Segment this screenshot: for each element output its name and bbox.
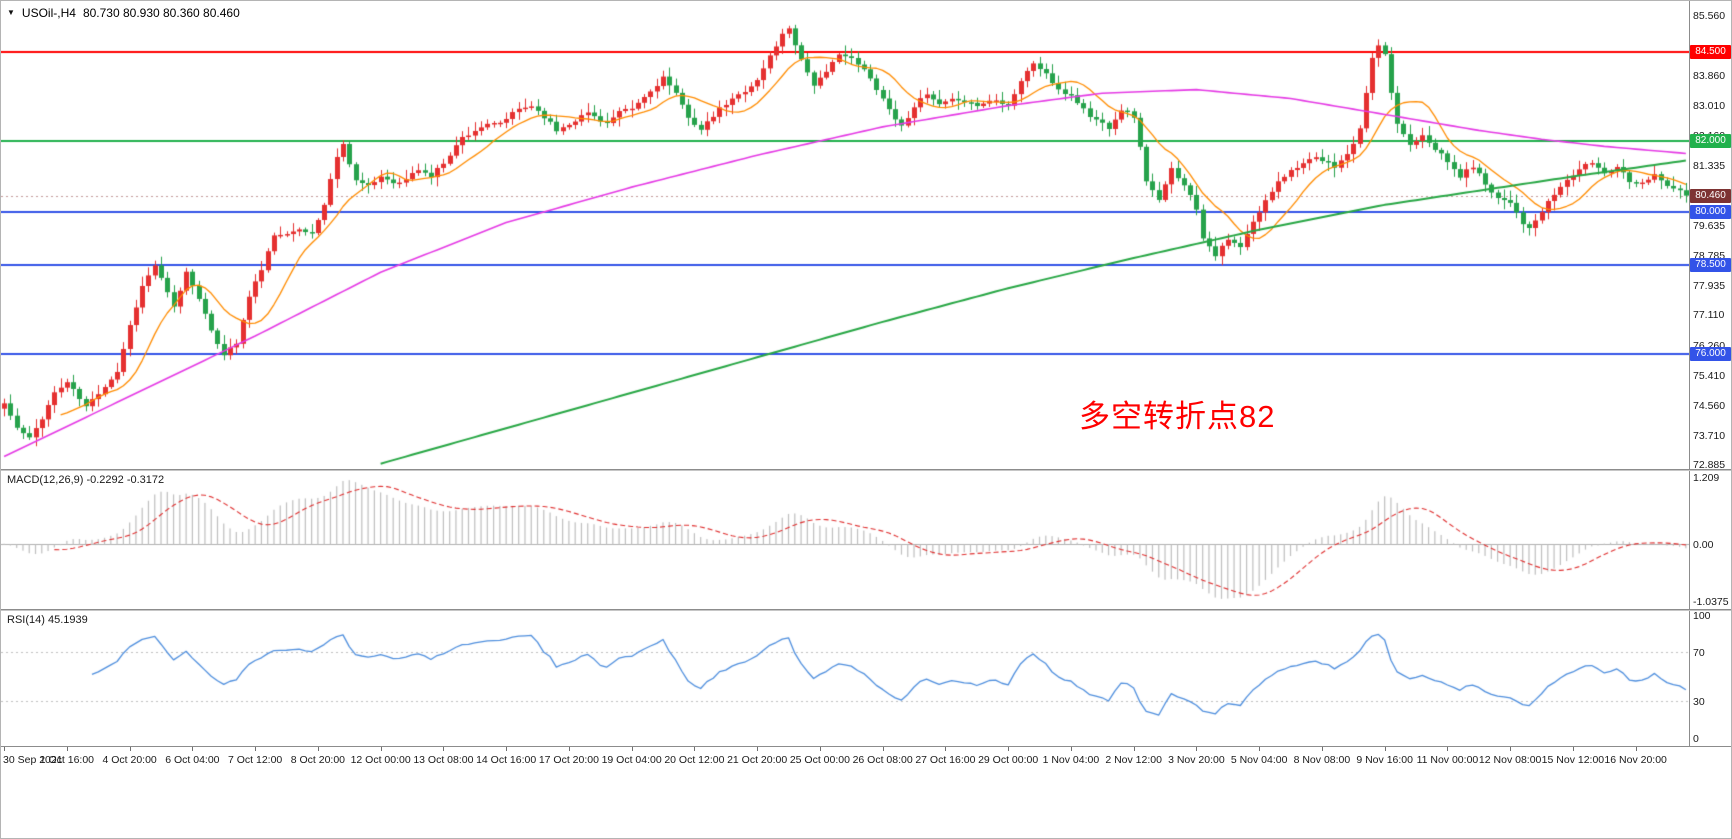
price-axis-label: 75.410 bbox=[1693, 369, 1726, 382]
time-axis-tick bbox=[4, 747, 5, 751]
time-axis-tick bbox=[757, 747, 758, 751]
time-axis-label: 7 Oct 12:00 bbox=[227, 754, 283, 766]
symbol-timeframe-label: USOil-,H4 bbox=[21, 6, 76, 20]
price-axis[interactable]: 85.56083.86083.01082.16081.33579.63578.7… bbox=[1689, 1, 1731, 472]
macd-chart-canvas[interactable] bbox=[1, 471, 1689, 609]
panel-splitter[interactable] bbox=[1, 609, 1731, 611]
price-level-badge: 80.000 bbox=[1690, 204, 1731, 219]
price-axis-label: 83.010 bbox=[1693, 100, 1726, 113]
time-axis-label: 13 Oct 08:00 bbox=[413, 754, 474, 766]
time-axis-tick bbox=[130, 747, 131, 751]
price-chart-canvas[interactable] bbox=[1, 1, 1689, 469]
macd-indicator-label: MACD(12,26,9) -0.2292 -0.3172 bbox=[7, 474, 165, 486]
time-axis-label: 1 Oct 16:00 bbox=[39, 754, 95, 766]
time-axis-tick bbox=[443, 747, 444, 751]
time-axis-label: 16 Nov 20:00 bbox=[1604, 754, 1667, 766]
price-axis-label: 77.935 bbox=[1693, 280, 1726, 293]
price-level-badge: 84.500 bbox=[1690, 45, 1731, 60]
price-axis-label: 73.710 bbox=[1693, 429, 1726, 442]
time-axis-tick bbox=[883, 747, 884, 751]
rsi-axis-label: 0 bbox=[1693, 733, 1699, 745]
price-axis-label: 83.860 bbox=[1693, 70, 1726, 83]
time-axis-tick bbox=[1196, 747, 1197, 751]
time-axis-label: 4 Oct 20:00 bbox=[102, 754, 157, 766]
time-axis-tick bbox=[569, 747, 570, 751]
ohlc-values: 80.730 80.930 80.360 80.460 bbox=[82, 6, 240, 20]
time-axis-label: 6 Oct 04:00 bbox=[165, 754, 220, 766]
time-axis-tick bbox=[192, 747, 193, 751]
time-axis-tick bbox=[1573, 747, 1574, 751]
time-axis-tick bbox=[381, 747, 382, 751]
time-axis-label: 14 Oct 16:00 bbox=[476, 754, 537, 766]
rsi-axis[interactable]: 100 70 30 0 bbox=[1689, 610, 1731, 746]
price-axis-label: 81.335 bbox=[1693, 159, 1726, 172]
time-axis-label: 12 Oct 00:00 bbox=[350, 754, 411, 766]
time-axis-tick bbox=[1510, 747, 1511, 751]
time-axis-tick bbox=[945, 747, 946, 751]
rsi-axis-label: 30 bbox=[1693, 696, 1705, 709]
time-axis-label: 21 Oct 20:00 bbox=[727, 754, 788, 766]
time-axis-label: 26 Oct 08:00 bbox=[852, 754, 913, 766]
time-axis-tick bbox=[694, 747, 695, 751]
time-axis-label: 25 Oct 00:00 bbox=[789, 754, 850, 766]
rsi-axis-label: 70 bbox=[1693, 646, 1705, 659]
time-axis-label: 9 Nov 16:00 bbox=[1356, 754, 1413, 766]
macd-axis-label: -1.0375 bbox=[1693, 596, 1729, 608]
time-axis-label: 8 Oct 20:00 bbox=[290, 754, 346, 766]
time-axis-label: 11 Nov 00:00 bbox=[1416, 754, 1479, 766]
time-axis-tick bbox=[1071, 747, 1072, 751]
time-axis-tick bbox=[255, 747, 256, 751]
price-level-badge: 80.460 bbox=[1690, 188, 1731, 203]
time-axis-label: 2 Nov 12:00 bbox=[1105, 754, 1162, 766]
panel-splitter[interactable] bbox=[1, 469, 1731, 471]
price-axis-label: 77.110 bbox=[1693, 309, 1725, 322]
time-axis-label: 29 Oct 00:00 bbox=[978, 754, 1039, 766]
time-axis-tick bbox=[318, 747, 319, 751]
price-level-badge: 82.000 bbox=[1690, 134, 1731, 149]
macd-axis-label: 0.00 bbox=[1693, 538, 1714, 551]
time-axis-tick bbox=[1447, 747, 1448, 751]
rsi-chart-canvas[interactable] bbox=[1, 611, 1689, 746]
expand-arrow-icon[interactable]: ▼ bbox=[7, 8, 15, 17]
time-axis-tick bbox=[820, 747, 821, 751]
rsi-indicator-label: RSI(14) 45.1939 bbox=[7, 614, 88, 626]
macd-axis[interactable]: 1.209 0.00 -1.0375 bbox=[1689, 471, 1731, 609]
time-axis-tick bbox=[506, 747, 507, 751]
price-axis-label: 72.885 bbox=[1693, 459, 1726, 472]
chart-title: ▼ USOil-,H4 80.730 80.930 80.360 80.460 bbox=[7, 6, 240, 20]
time-axis-tick bbox=[1008, 747, 1009, 751]
time-axis-tick bbox=[1636, 747, 1637, 751]
macd-axis-label: 1.209 bbox=[1693, 472, 1720, 484]
time-axis-tick bbox=[1385, 747, 1386, 751]
price-level-badge: 78.500 bbox=[1690, 258, 1731, 273]
price-axis-label: 79.635 bbox=[1693, 219, 1726, 232]
time-axis-tick bbox=[632, 747, 633, 751]
time-axis-tick bbox=[1134, 747, 1135, 751]
time-axis-label: 1 Nov 04:00 bbox=[1042, 754, 1100, 766]
rsi-axis-label: 100 bbox=[1693, 610, 1711, 622]
time-axis-tick bbox=[1259, 747, 1260, 751]
time-axis[interactable]: 30 Sep 2021 1 Oct 16:00 4 Oct 20:00 6 Oct 0… bbox=[1, 746, 1731, 772]
time-axis-label: 12 Nov 08:00 bbox=[1478, 754, 1542, 766]
time-axis-label: 30 Sep 2021 bbox=[3, 754, 63, 766]
price-level-badge: 76.000 bbox=[1690, 346, 1731, 361]
time-axis-label: 8 Nov 08:00 bbox=[1293, 754, 1351, 766]
time-axis-label: 3 Nov 20:00 bbox=[1168, 754, 1225, 766]
time-axis-label: 17 Oct 20:00 bbox=[538, 754, 599, 766]
time-axis-tick bbox=[1322, 747, 1323, 751]
time-axis-label: 27 Oct 16:00 bbox=[915, 754, 976, 766]
time-axis-label: 20 Oct 12:00 bbox=[664, 754, 725, 766]
time-axis-tick bbox=[67, 747, 68, 751]
chart-annotation-text: 多空转折点82 bbox=[1079, 399, 1276, 434]
time-axis-label: 5 Nov 04:00 bbox=[1230, 754, 1288, 766]
time-axis-label: 19 Oct 04:00 bbox=[601, 754, 662, 766]
axis-separator bbox=[1689, 1, 1690, 746]
price-axis-label: 85.560 bbox=[1693, 9, 1726, 22]
price-axis-label: 74.560 bbox=[1693, 399, 1726, 412]
time-axis-label: 15 Nov 12:00 bbox=[1541, 754, 1605, 766]
